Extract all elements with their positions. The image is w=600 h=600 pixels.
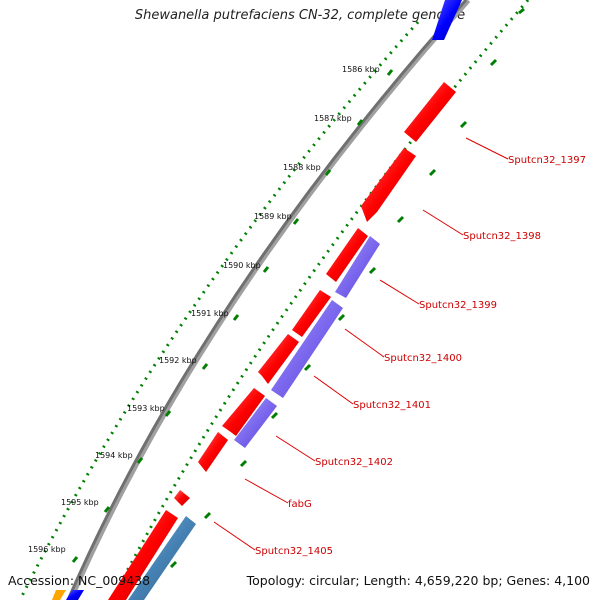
tick-mark <box>201 363 209 370</box>
leader-line <box>244 478 289 504</box>
gene-arrow-fabg[interactable] <box>198 432 228 472</box>
gene-arrow-sputcn32-1400[interactable] <box>326 228 368 282</box>
gene-arrow-sputcn32-1401-rev[interactable] <box>271 300 343 398</box>
topology-summary: Topology: circular; Length: 4,659,220 bp… <box>246 573 590 588</box>
tick-mark <box>71 556 79 563</box>
gene-arrow-sputcn32-1405[interactable] <box>108 510 178 600</box>
tick-mark <box>459 120 468 129</box>
tick-label: 1593 kbp <box>127 404 165 413</box>
tick-mark <box>386 69 394 76</box>
tick-mark <box>518 7 525 15</box>
accession-text: Accession: NC_009438 <box>8 573 151 588</box>
gene-arrow-sputcn32-1398[interactable] <box>361 148 416 222</box>
tick-mark <box>203 511 212 520</box>
gene-arrow-sputcn32-1401[interactable] <box>292 290 331 337</box>
reverse-strand-features <box>128 236 380 600</box>
tick-mark <box>428 168 437 177</box>
gene-arrow-sputcn32-1402[interactable] <box>258 334 299 384</box>
leader-line <box>213 521 256 551</box>
tick-label: 1596 kbp <box>28 545 66 554</box>
tick-mark <box>356 119 364 126</box>
outer-tick-ring <box>18 21 420 600</box>
leader-line <box>275 435 316 462</box>
tick-mark <box>169 560 178 569</box>
gene-label-sputcn32-1398[interactable]: Sputcn32_1398 <box>463 231 541 242</box>
leader-line <box>465 137 509 160</box>
tick-label: 1586 kbp <box>342 65 380 74</box>
backbone <box>66 0 468 600</box>
gene-arrow-sputcn32-1399[interactable] <box>335 236 380 298</box>
leader-line <box>344 328 385 358</box>
tick-mark <box>489 58 498 67</box>
tick-label: 1589 kbp <box>254 212 292 221</box>
leader-line <box>313 375 354 405</box>
backbone-shadow <box>67 0 471 600</box>
tick-mark <box>324 169 332 176</box>
tick-mark <box>103 506 111 513</box>
tick-label: 1587 kbp <box>314 114 352 123</box>
gene-label-sputcn32-1401[interactable]: Sputcn32_1401 <box>353 400 431 411</box>
tick-mark <box>292 218 300 225</box>
gene-arrow-small[interactable] <box>174 490 190 506</box>
gene-arrow-sputcn32-1397[interactable] <box>404 82 456 142</box>
gene-arrow-fabg-upper[interactable] <box>222 388 265 436</box>
gene-label-fabg[interactable]: fabG <box>288 499 312 510</box>
tick-mark <box>232 314 240 321</box>
inner-major-ticks <box>169 7 525 569</box>
outer-major-ticks <box>71 69 394 563</box>
gene-label-sputcn32-1402[interactable]: Sputcn32_1402 <box>315 457 393 468</box>
gene-label-sputcn32-1399[interactable]: Sputcn32_1399 <box>419 300 497 311</box>
tick-mark <box>239 459 248 468</box>
leader-line <box>379 279 420 305</box>
tick-mark <box>337 313 346 322</box>
gene-label-sputcn32-1400[interactable]: Sputcn32_1400 <box>384 353 462 364</box>
tick-label: 1595 kbp <box>61 498 99 507</box>
tick-mark <box>262 266 270 273</box>
tick-mark <box>368 266 377 275</box>
gene-label-sputcn32-1397[interactable]: Sputcn32_1397 <box>508 155 586 166</box>
gene-arrow-steel[interactable] <box>128 516 196 600</box>
tick-mark <box>396 215 405 224</box>
tick-mark <box>303 363 312 372</box>
tick-label: 1591 kbp <box>191 309 229 318</box>
gene-label-sputcn32-1405[interactable]: Sputcn32_1405 <box>255 546 333 557</box>
tick-mark <box>164 410 172 417</box>
forward-strand-features <box>52 0 462 600</box>
gene-arrow-blue-bottom[interactable] <box>66 590 84 600</box>
tick-label: 1590 kbp <box>223 261 261 270</box>
tick-label: 1594 kbp <box>95 451 133 460</box>
gene-arrow-blue-top[interactable] <box>432 0 462 40</box>
label-leaders <box>213 137 509 551</box>
tick-label: 1592 kbp <box>159 356 197 365</box>
tick-mark <box>136 457 144 464</box>
gene-arrow-orange-bottom[interactable] <box>52 590 66 600</box>
gene-arrow-sputcn32-1402-rev[interactable] <box>234 398 277 448</box>
tick-mark <box>270 411 279 420</box>
leader-line <box>422 209 464 236</box>
tick-label: 1588 kbp <box>283 163 321 172</box>
map-title: Shewanella putrefaciens CN-32, complete … <box>134 8 466 23</box>
